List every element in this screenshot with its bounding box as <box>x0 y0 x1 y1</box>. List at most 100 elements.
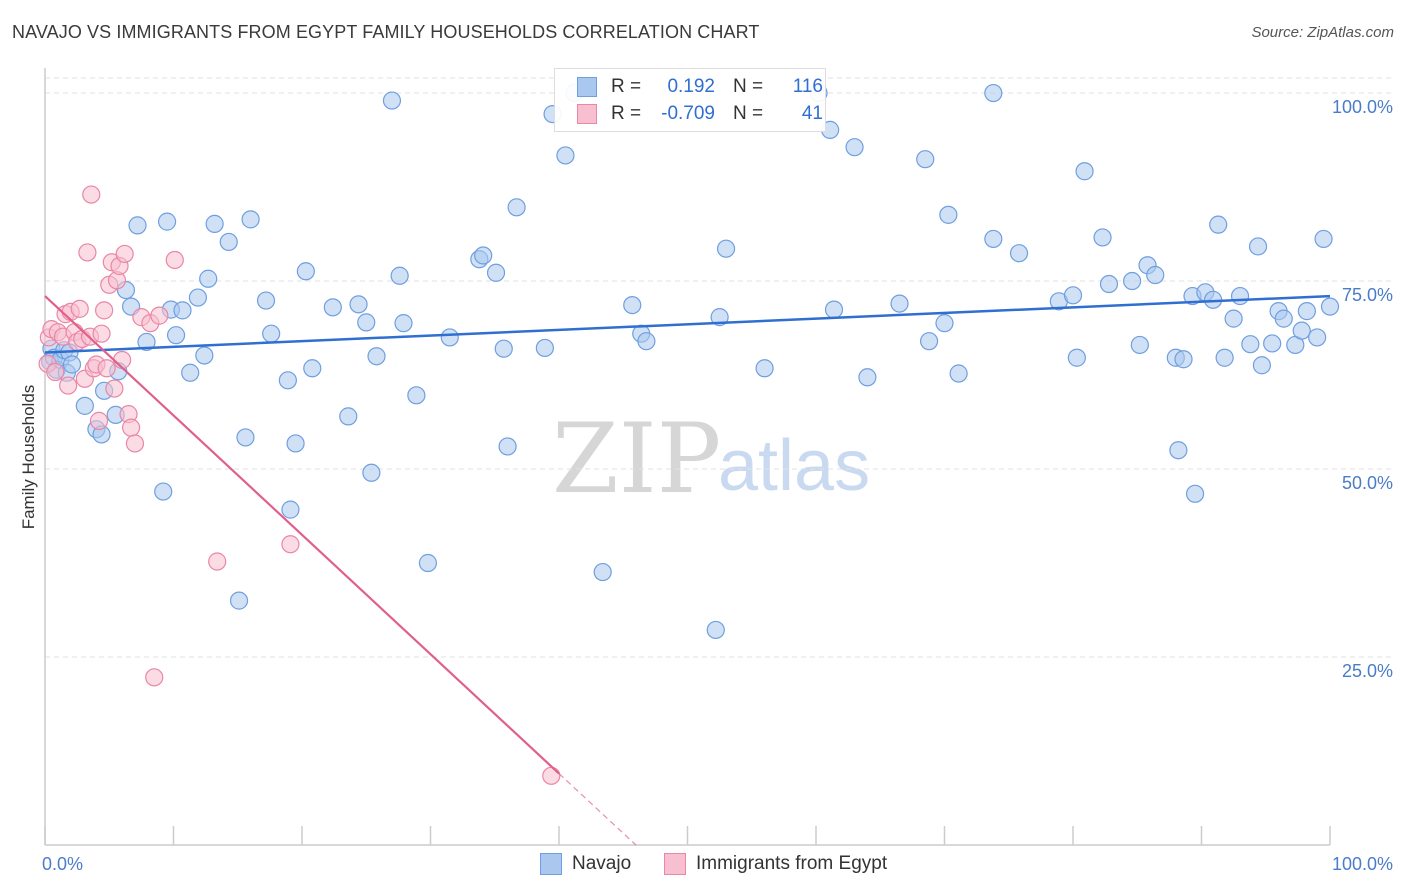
navajo-trend-line <box>44 294 1331 354</box>
series-navajo <box>41 83 1340 640</box>
navajo-point <box>75 396 94 415</box>
trend-lines <box>44 294 1331 846</box>
r-value: 0.192 <box>667 76 715 97</box>
navajo-point <box>1308 328 1327 347</box>
navajo-point <box>199 269 218 288</box>
egypt-trend-extension <box>558 773 637 846</box>
y-tick-label: 100.0% <box>1332 97 1393 117</box>
y-tick-label: 75.0% <box>1342 285 1393 305</box>
navajo-point <box>157 212 177 231</box>
navajo-point <box>349 295 368 314</box>
n-value: 116 <box>792 76 823 97</box>
navajo-point <box>1009 244 1029 263</box>
navajo-swatch <box>540 853 562 875</box>
chart-title: NAVAJO VS IMMIGRANTS FROM EGYPT FAMILY H… <box>12 22 760 42</box>
navajo-point <box>296 262 315 281</box>
x-tick-label: 0.0% <box>42 854 83 874</box>
navajo-point <box>1230 286 1250 306</box>
navajo-point <box>281 500 300 519</box>
navajo-point <box>824 300 844 319</box>
egypt-point <box>89 411 109 430</box>
navajo-point <box>474 246 493 265</box>
navajo-point <box>494 339 513 358</box>
navajo-point <box>362 463 381 482</box>
navajo-point <box>535 338 554 358</box>
navajo-point <box>949 364 968 383</box>
navajo-point <box>1314 229 1333 249</box>
axes <box>44 68 1331 846</box>
navajo-point <box>556 146 575 165</box>
tick-labels: 25.0% 50.0% 75.0% 100.0% 0.0% 100.0% <box>42 97 1393 874</box>
egypt-point <box>208 552 227 571</box>
navajo-point <box>390 266 409 285</box>
legend-label: Navajo <box>572 853 632 874</box>
navajo-point <box>62 355 82 374</box>
navajo-point <box>188 288 208 307</box>
navajo-point <box>1063 286 1083 305</box>
navajo-point <box>858 368 877 387</box>
navajo-point <box>984 229 1003 249</box>
navajo-point <box>418 553 438 573</box>
egypt-point <box>145 668 164 687</box>
egypt-point <box>112 350 132 370</box>
navajo-point <box>1130 335 1149 355</box>
egypt-point <box>150 306 169 325</box>
egypt-trend-line <box>44 295 560 775</box>
navajo-point <box>166 326 186 345</box>
egypt-point <box>59 376 78 395</box>
navajo-point <box>128 216 147 235</box>
egypt-point <box>121 418 141 437</box>
navajo-point <box>1252 356 1271 375</box>
navajo-point <box>845 138 864 157</box>
egypt-point <box>97 359 116 378</box>
navajo-point <box>195 346 214 365</box>
navajo-point <box>984 83 1003 103</box>
navajo-point <box>1263 334 1282 353</box>
r-label: R = <box>611 103 642 124</box>
navajo-point <box>1075 162 1094 181</box>
x-tick-label: 100.0% <box>1332 854 1393 874</box>
egypt-point <box>281 535 300 554</box>
navajo-point <box>1215 348 1234 367</box>
correlation-legend: R = 0.192 N = 116 R = -0.709 N = 41 <box>554 68 826 132</box>
navajo-point <box>1292 321 1311 340</box>
navajo-point <box>256 291 276 310</box>
navajo-point <box>498 437 517 456</box>
navajo-point <box>1274 309 1293 328</box>
egypt-point <box>78 243 97 262</box>
navajo-point <box>1093 228 1112 247</box>
watermark-zip: ZIP <box>552 403 721 515</box>
navajo-point <box>357 313 376 332</box>
navajo-swatch <box>577 77 597 97</box>
navajo-point <box>1224 309 1243 328</box>
navajo-point <box>935 314 954 333</box>
n-value: 41 <box>801 103 823 124</box>
navajo-point <box>1146 265 1165 285</box>
navajo-point <box>394 314 413 333</box>
navajo-point <box>278 371 297 390</box>
navajo-point <box>262 324 281 343</box>
navajo-point <box>286 434 305 453</box>
egypt-point <box>46 362 65 382</box>
navajo-point <box>407 386 426 405</box>
navajo-point <box>1241 335 1260 354</box>
navajo-point <box>339 407 358 426</box>
navajo-point <box>1297 302 1316 321</box>
y-tick-label: 25.0% <box>1342 661 1393 681</box>
n-label: N = <box>733 76 764 97</box>
watermark-atlas: atlas <box>718 426 870 506</box>
navajo-point <box>755 359 774 378</box>
y-tick-label: 50.0% <box>1342 473 1393 493</box>
navajo-point <box>623 295 642 315</box>
y-axis-label: Family Households <box>19 385 38 530</box>
egypt-point <box>165 250 184 270</box>
navajo-point <box>486 263 506 282</box>
navajo-point <box>137 332 156 352</box>
navajo-point <box>1320 297 1340 316</box>
legend-label: Immigrants from Egypt <box>696 853 888 874</box>
navajo-point <box>1123 271 1142 291</box>
navajo-point <box>593 562 612 582</box>
r-label: R = <box>611 76 642 97</box>
egypt-point <box>105 379 124 398</box>
